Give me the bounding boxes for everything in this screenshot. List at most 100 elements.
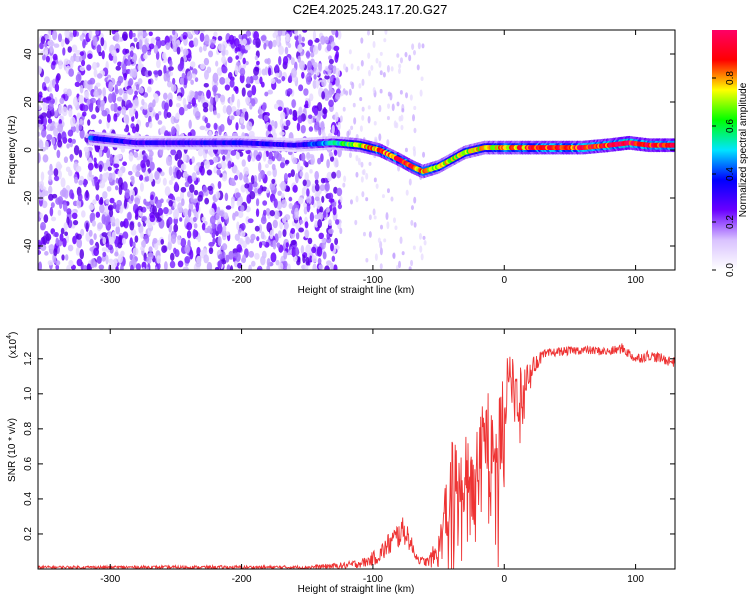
noise-blob: [305, 244, 312, 255]
noise-blob: [115, 225, 121, 235]
noise-blob: [102, 191, 108, 199]
noise-blob: [186, 71, 193, 82]
noise-blob: [305, 76, 312, 85]
noise-blob: [166, 156, 172, 167]
noise-blob: [328, 219, 332, 227]
noise-blob: [256, 60, 260, 66]
noise-blob: [297, 257, 301, 263]
noise-blob: [44, 34, 49, 40]
noise-blob: [166, 73, 171, 83]
noise-blob: [113, 155, 120, 165]
noise-blob: [79, 66, 86, 72]
noise-blob: [326, 44, 332, 52]
noise-blob: [72, 96, 78, 107]
noise-blob: [313, 107, 319, 117]
noise-blob: [133, 151, 139, 158]
noise-blob: [361, 106, 365, 112]
noise-blob: [335, 30, 339, 38]
y-tick-label: -20: [23, 190, 34, 205]
noise-blob: [148, 43, 155, 50]
noise-blob: [225, 49, 229, 56]
noise-blob: [410, 205, 414, 211]
colorbar-tick-label: 0.8: [725, 71, 736, 85]
noise-blob: [79, 51, 85, 56]
noise-blob: [243, 173, 248, 184]
noise-blob: [239, 73, 245, 84]
noise-blob: [226, 105, 232, 116]
noise-blob: [54, 110, 58, 118]
noise-blob: [134, 214, 139, 220]
noise-blob: [222, 155, 226, 161]
noise-blob: [409, 94, 413, 101]
noise-blob: [335, 67, 340, 78]
noise-blob: [68, 260, 74, 267]
noise-blob: [311, 255, 318, 263]
noise-blob: [168, 199, 173, 207]
noise-blob: [332, 201, 337, 208]
noise-blob: [141, 215, 148, 222]
noise-blob: [257, 114, 264, 119]
spectrogram-x-axis: -300 -200 -100 0 100: [100, 30, 644, 286]
noise-blob: [217, 223, 223, 234]
noise-blob: [171, 36, 177, 47]
noise-blob: [94, 176, 98, 187]
noise-blob: [66, 265, 71, 270]
noise-blob: [56, 149, 61, 159]
noise-blob: [113, 258, 118, 268]
noise-blob: [334, 53, 339, 63]
noise-blob: [129, 237, 134, 248]
noise-blob: [108, 236, 115, 245]
noise-blob: [317, 102, 323, 112]
noise-blob: [116, 80, 122, 87]
y-tick-label: 0: [23, 147, 34, 153]
noise-blob: [306, 152, 310, 159]
noise-blob: [277, 230, 282, 239]
noise-blob: [159, 198, 164, 204]
noise-blob: [152, 237, 158, 244]
noise-blob: [240, 230, 246, 237]
noise-blob: [231, 164, 238, 174]
noise-blob: [223, 212, 229, 220]
noise-blob: [291, 67, 297, 78]
noise-blob: [412, 114, 416, 122]
noise-blob: [206, 169, 212, 176]
noise-blob: [39, 42, 44, 50]
noise-blob: [149, 150, 154, 157]
noise-blob: [113, 163, 120, 169]
noise-blob: [40, 221, 46, 231]
noise-blob: [58, 59, 63, 70]
noise-blob: [58, 104, 63, 115]
noise-blob: [113, 113, 118, 122]
noise-blob: [337, 121, 341, 131]
noise-blob: [138, 57, 142, 67]
noise-blob: [298, 33, 302, 44]
noise-blob: [411, 43, 415, 51]
noise-blob: [207, 185, 213, 191]
noise-blob: [298, 84, 304, 92]
noise-blob: [278, 55, 282, 66]
noise-blob: [312, 79, 317, 89]
noise-blob: [61, 131, 67, 141]
noise-blob: [358, 83, 362, 89]
noise-blob: [204, 117, 209, 124]
noise-blob: [194, 30, 199, 35]
noise-blob: [98, 264, 105, 270]
noise-blob: [246, 76, 251, 85]
noise-blob: [244, 44, 251, 51]
noise-blob: [49, 125, 54, 132]
noise-blob: [41, 128, 47, 138]
noise-blob: [131, 68, 138, 78]
noise-blob: [292, 184, 298, 193]
noise-blob: [327, 192, 334, 200]
noise-blob: [83, 178, 88, 188]
noise-blob: [324, 36, 329, 44]
noise-blob: [221, 243, 228, 251]
noise-blob: [297, 115, 303, 124]
noise-blob: [127, 211, 132, 221]
noise-blob: [273, 198, 278, 209]
noise-blob: [128, 30, 133, 40]
noise-blob: [127, 102, 133, 108]
noise-blob: [209, 104, 214, 112]
noise-blob: [86, 64, 92, 71]
noise-blob: [317, 211, 324, 221]
